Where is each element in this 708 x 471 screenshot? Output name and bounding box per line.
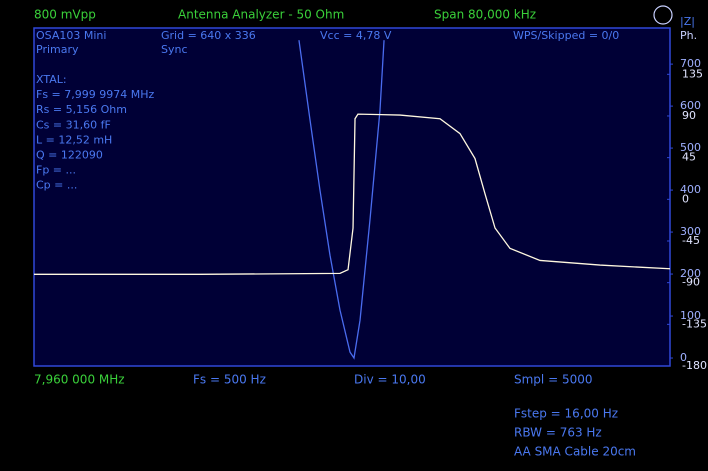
- status-text: Fstep = 16,00 Hz: [514, 407, 618, 421]
- y2-axis-label: Ph.: [680, 29, 697, 42]
- y-tick-label: 0: [680, 351, 687, 364]
- xtal-text: Fs = 7,999 9974 MHz: [36, 88, 155, 101]
- y-tick-label: 300: [680, 225, 701, 238]
- y2-tick-label: 45: [682, 151, 696, 164]
- start-frequency: 7,960 000 MHz: [34, 373, 125, 387]
- y-axis-label: |Z|: [680, 15, 695, 28]
- xtal-text: L = 12,52 mH: [36, 133, 112, 146]
- y2-tick-label: -45: [682, 234, 700, 247]
- status-text: RBW = 763 Hz: [514, 426, 602, 440]
- series-line: [34, 113, 670, 275]
- info-text: WPS/Skipped = 0/0: [513, 29, 619, 42]
- info-text: Sync: [161, 43, 188, 56]
- y-tick-label: 400: [680, 183, 701, 196]
- y2-tick-label: 90: [682, 109, 696, 122]
- status-text: AA SMA Cable 20cm: [514, 445, 636, 459]
- y2-tick-label: -180: [682, 359, 707, 372]
- y2-tick-label: -135: [682, 317, 707, 330]
- xtal-text: Rs = 5,156 Ohm: [36, 103, 127, 116]
- header-left: 800 mVpp: [34, 8, 96, 22]
- footer-text: Fs = 500 Hz: [193, 373, 266, 387]
- xtal-text: Q = 122090: [36, 149, 103, 162]
- y-tick-label: 700: [680, 57, 701, 70]
- y-tick-label: 500: [680, 141, 701, 154]
- settings-button[interactable]: [653, 5, 673, 25]
- y-tick-label: 600: [680, 99, 701, 112]
- y2-tick-label: 135: [682, 67, 703, 80]
- y-tick-label: 200: [680, 267, 701, 280]
- plot-curves: [34, 40, 670, 360]
- info-text: Grid = 640 x 336: [161, 29, 256, 42]
- plot-area: [33, 27, 671, 367]
- info-text: Primary: [36, 43, 79, 56]
- xtal-text: Cp = ...: [36, 179, 77, 192]
- xtal-text: Cs = 31,60 fF: [36, 118, 111, 131]
- info-text: Vcc = 4,78 V: [320, 29, 392, 42]
- header-span: Span 80,000 kHz: [434, 8, 536, 22]
- y2-tick-label: -90: [682, 276, 700, 289]
- chart-title: Antenna Analyzer - 50 Ohm: [178, 8, 344, 22]
- footer-text: Div = 10,00: [354, 373, 426, 387]
- footer-text: Smpl = 5000: [514, 373, 592, 387]
- xtal-text: XTAL:: [36, 73, 67, 86]
- xtal-text: Fp = ...: [36, 164, 76, 177]
- y-tick-label: 100: [680, 309, 701, 322]
- series-line: [298, 40, 385, 360]
- info-text: OSA103 Mini: [36, 29, 106, 42]
- y2-tick-label: 0: [682, 192, 689, 205]
